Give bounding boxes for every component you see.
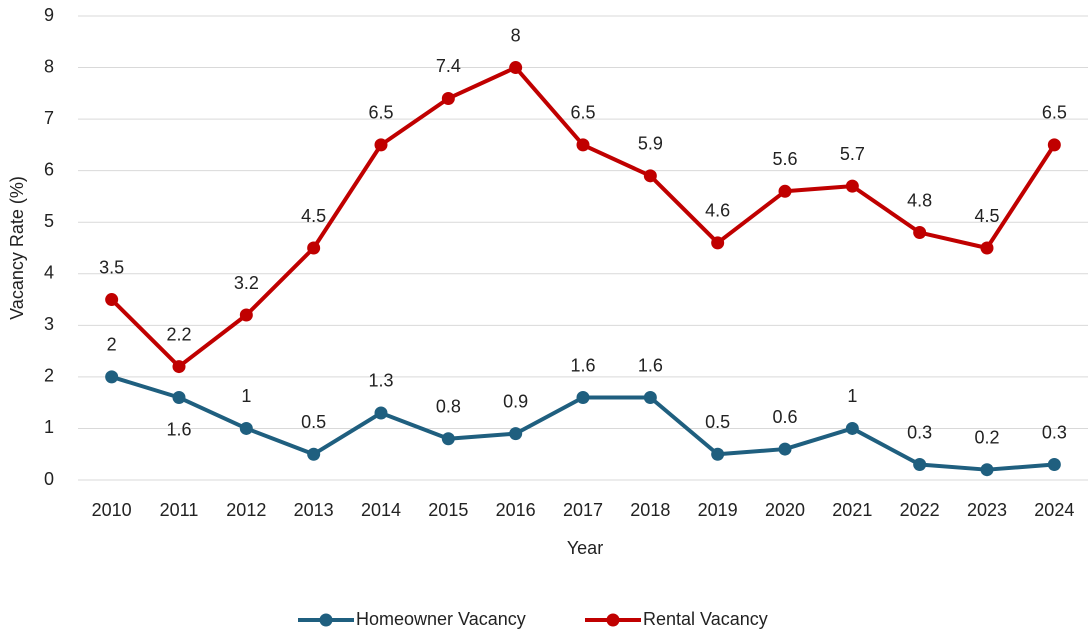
data-label: 6.5 bbox=[1042, 103, 1067, 123]
x-tick-label: 2018 bbox=[630, 500, 670, 520]
data-label: 0.8 bbox=[436, 397, 461, 417]
point-marker bbox=[643, 391, 657, 405]
point-marker bbox=[509, 61, 523, 75]
x-tick-label: 2020 bbox=[765, 500, 805, 520]
data-label: 6.5 bbox=[368, 103, 393, 123]
point-marker bbox=[980, 241, 994, 255]
y-tick-label: 0 bbox=[44, 469, 54, 489]
data-label: 1.3 bbox=[368, 371, 393, 391]
point-marker bbox=[845, 179, 859, 193]
data-label: 0.5 bbox=[301, 412, 326, 432]
data-label: 6.5 bbox=[570, 103, 595, 123]
point-marker bbox=[576, 391, 590, 405]
point-marker bbox=[778, 184, 792, 198]
x-tick-label: 2011 bbox=[160, 500, 199, 520]
data-label: 0.5 bbox=[705, 412, 730, 432]
y-tick-label: 9 bbox=[44, 5, 54, 25]
legend-label: Rental Vacancy bbox=[643, 609, 768, 629]
point-marker bbox=[172, 391, 186, 405]
x-tick-label: 2016 bbox=[496, 500, 536, 520]
y-tick-label: 1 bbox=[44, 417, 54, 437]
y-tick-label: 8 bbox=[44, 56, 54, 76]
x-tick-label: 2017 bbox=[563, 500, 603, 520]
point-marker bbox=[711, 447, 725, 461]
data-label: 7.4 bbox=[436, 56, 461, 76]
data-label: 2 bbox=[107, 335, 117, 355]
data-label: 5.7 bbox=[840, 144, 865, 164]
x-tick-label: 2012 bbox=[226, 500, 266, 520]
data-label: 5.6 bbox=[772, 149, 797, 169]
y-tick-label: 2 bbox=[44, 366, 54, 386]
point-marker bbox=[913, 458, 927, 472]
point-marker bbox=[1047, 138, 1061, 152]
point-marker bbox=[576, 138, 590, 152]
point-marker bbox=[374, 406, 388, 420]
point-marker bbox=[1047, 458, 1061, 472]
legend-label: Homeowner Vacancy bbox=[356, 609, 526, 629]
data-label: 4.6 bbox=[705, 201, 730, 221]
x-tick-label: 2013 bbox=[294, 500, 334, 520]
data-label: 0.9 bbox=[503, 391, 528, 411]
point-marker bbox=[845, 421, 859, 435]
point-marker bbox=[172, 360, 186, 374]
point-marker bbox=[913, 226, 927, 240]
point-marker bbox=[441, 91, 455, 105]
data-label: 1 bbox=[241, 386, 251, 406]
point-marker bbox=[239, 421, 253, 435]
point-marker bbox=[239, 308, 253, 322]
legend-marker bbox=[319, 613, 333, 627]
data-label: 5.9 bbox=[638, 134, 663, 154]
x-tick-label: 2024 bbox=[1034, 500, 1074, 520]
x-tick-label: 2010 bbox=[92, 500, 132, 520]
data-label: 1 bbox=[847, 386, 857, 406]
x-tick-label: 2022 bbox=[900, 500, 940, 520]
data-label: 4.8 bbox=[907, 190, 932, 210]
x-tick-label: 2021 bbox=[832, 500, 872, 520]
point-marker bbox=[778, 442, 792, 456]
x-axis-label: Year bbox=[567, 538, 603, 558]
data-label: 2.2 bbox=[166, 324, 191, 344]
point-marker bbox=[980, 463, 994, 477]
data-label: 0.2 bbox=[974, 427, 999, 447]
point-marker bbox=[711, 236, 725, 250]
y-tick-label: 6 bbox=[44, 159, 54, 179]
y-tick-label: 4 bbox=[44, 263, 54, 283]
point-marker bbox=[374, 138, 388, 152]
data-label: 1.6 bbox=[638, 355, 663, 375]
x-tick-label: 2023 bbox=[967, 500, 1007, 520]
point-marker bbox=[105, 293, 119, 307]
data-label: 1.6 bbox=[570, 355, 595, 375]
point-marker bbox=[307, 447, 321, 461]
data-label: 3.2 bbox=[234, 273, 259, 293]
data-label: 3.5 bbox=[99, 257, 124, 277]
point-marker bbox=[307, 241, 321, 255]
data-label: 0.6 bbox=[772, 407, 797, 427]
y-tick-label: 7 bbox=[44, 108, 54, 128]
y-tick-label: 3 bbox=[44, 314, 54, 334]
point-marker bbox=[643, 169, 657, 183]
data-label: 8 bbox=[511, 25, 521, 45]
data-label: 0.3 bbox=[907, 422, 932, 442]
point-marker bbox=[441, 432, 455, 446]
x-tick-label: 2014 bbox=[361, 500, 401, 520]
x-tick-label: 2019 bbox=[698, 500, 738, 520]
data-label: 1.6 bbox=[166, 419, 191, 439]
point-marker bbox=[105, 370, 119, 384]
data-label: 4.5 bbox=[301, 206, 326, 226]
y-tick-label: 5 bbox=[44, 211, 54, 231]
x-tick-label: 2015 bbox=[428, 500, 468, 520]
data-label: 4.5 bbox=[974, 206, 999, 226]
legend-marker bbox=[606, 613, 620, 627]
point-marker bbox=[509, 427, 523, 441]
data-label: 0.3 bbox=[1042, 422, 1067, 442]
y-axis-label: Vacancy Rate (%) bbox=[7, 176, 27, 320]
